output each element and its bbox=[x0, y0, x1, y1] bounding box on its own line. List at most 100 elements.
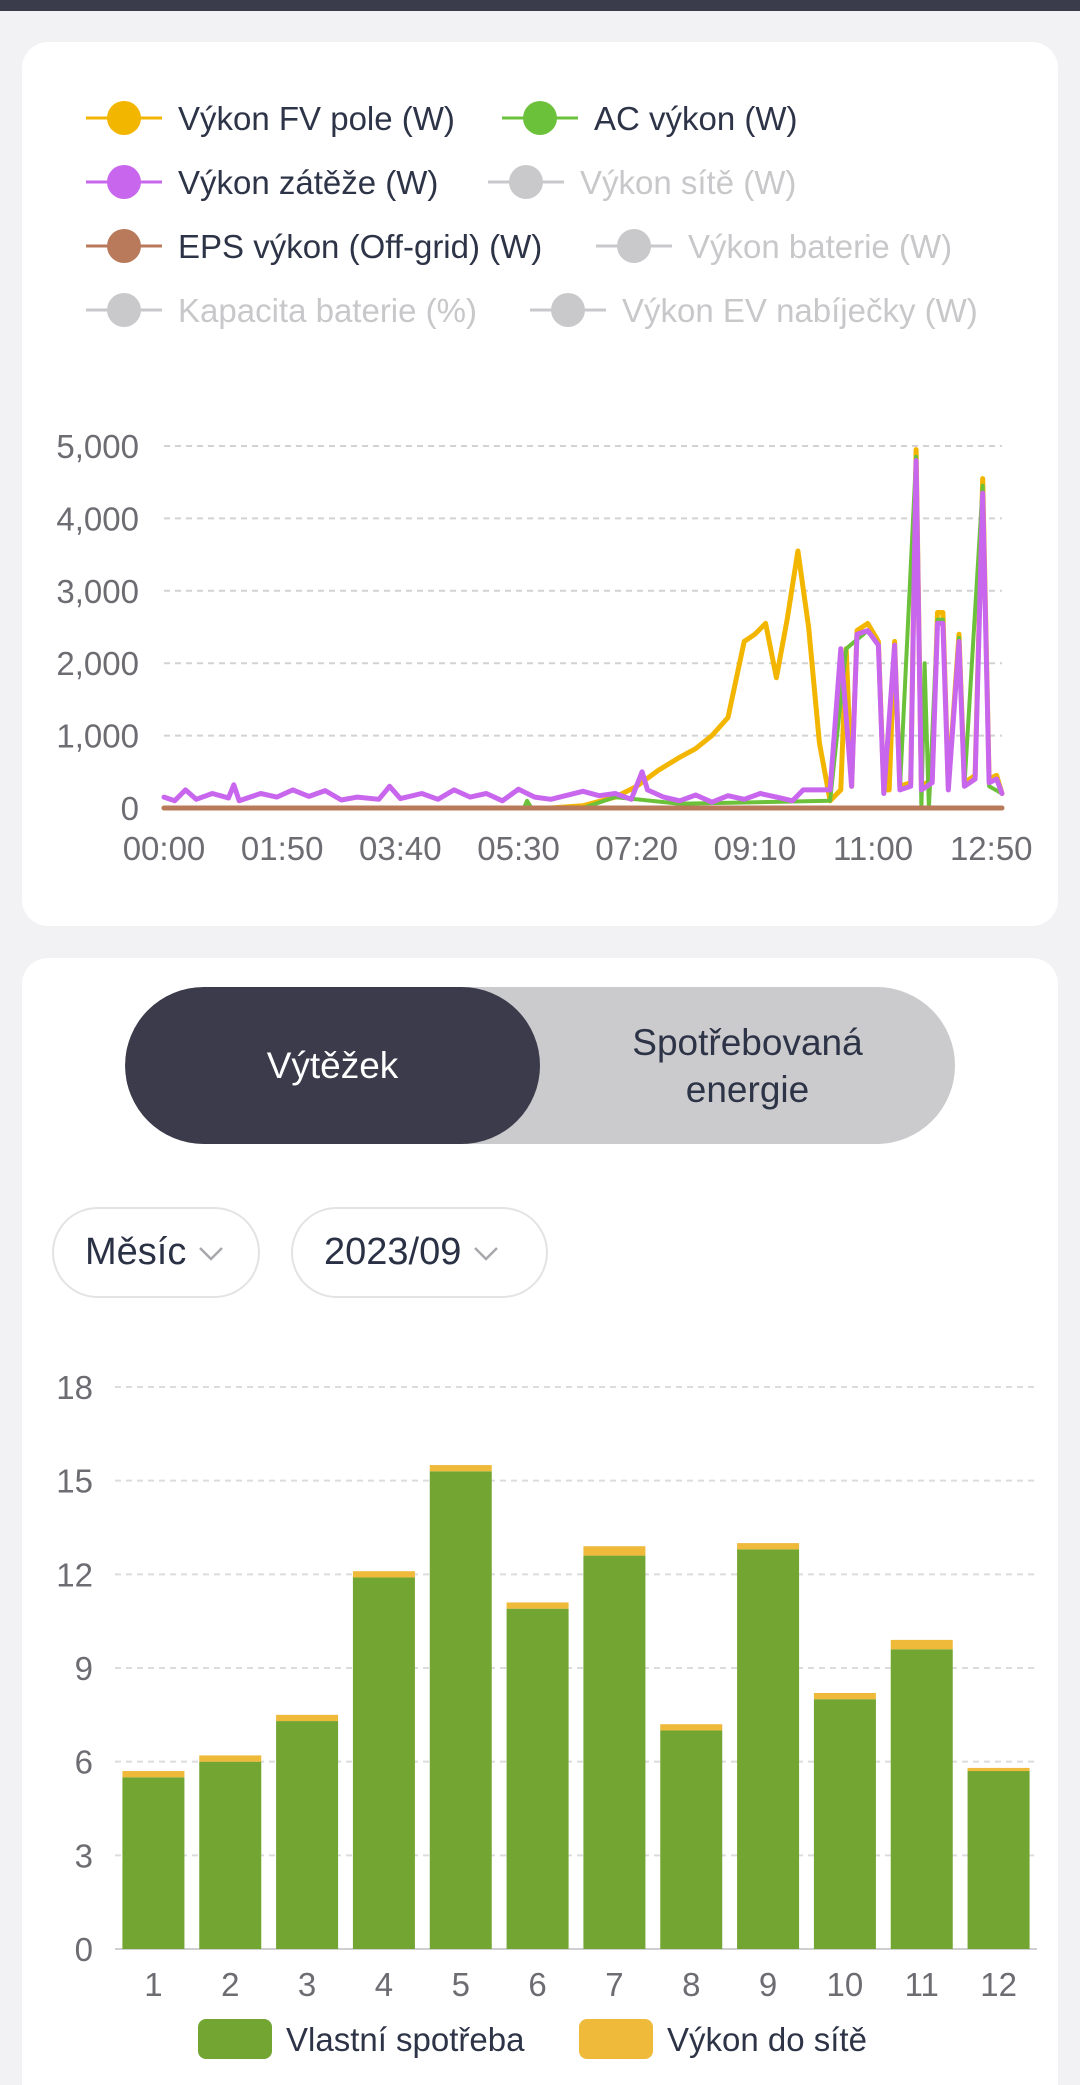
date-select-value: 2023/09 bbox=[324, 1231, 462, 1273]
legend-item[interactable]: Výkon EV nabíječky (W) bbox=[530, 292, 978, 329]
series-line bbox=[161, 447, 1005, 811]
period-select-value: Měsíc bbox=[85, 1231, 187, 1273]
legend-label[interactable]: AC výkon (W) bbox=[594, 100, 798, 137]
x-tick-label: 3 bbox=[298, 1966, 316, 2003]
bar-segment bbox=[967, 1771, 1030, 1949]
legend-item[interactable]: Výkon sítě (W) bbox=[488, 164, 796, 201]
legend-label[interactable]: Výkon EV nabíječky (W) bbox=[622, 292, 978, 329]
legend-label[interactable]: Vlastní spotřeba bbox=[286, 2021, 525, 2058]
y-tick-label: 2,000 bbox=[56, 645, 139, 682]
bar-segment bbox=[276, 1721, 339, 1949]
legend-item[interactable]: Kapacita baterie (%) bbox=[86, 292, 477, 329]
legend-item[interactable]: Výkon do sítě bbox=[579, 2019, 867, 2059]
x-tick-label: 6 bbox=[528, 1966, 546, 2003]
legend-marker bbox=[551, 293, 585, 327]
legend-label[interactable]: Výkon do sítě bbox=[667, 2021, 867, 2058]
legend-marker bbox=[107, 293, 141, 327]
chevron-down-icon bbox=[199, 1246, 224, 1261]
x-tick-label: 03:40 bbox=[359, 830, 442, 867]
bar-segment bbox=[352, 1571, 415, 1578]
bar-segment bbox=[737, 1543, 800, 1550]
bar-segment bbox=[429, 1471, 492, 1949]
x-tick-label: 01:50 bbox=[241, 830, 324, 867]
bar-segment bbox=[660, 1724, 723, 1731]
y-tick-label: 18 bbox=[56, 1369, 93, 1406]
x-tick-label: 09:10 bbox=[714, 830, 797, 867]
bar-segment bbox=[506, 1608, 569, 1949]
bar-segment bbox=[352, 1577, 415, 1949]
y-tick-label: 15 bbox=[56, 1463, 93, 1500]
legend-label[interactable]: Kapacita baterie (%) bbox=[178, 292, 477, 329]
bar-segment bbox=[583, 1546, 646, 1556]
legend-item[interactable]: Výkon baterie (W) bbox=[596, 228, 952, 265]
bar-segment bbox=[429, 1465, 492, 1472]
series-line bbox=[161, 458, 1005, 805]
legend-item[interactable]: Výkon zátěže (W) bbox=[86, 164, 438, 201]
bar-segment bbox=[506, 1602, 569, 1609]
legend-label[interactable]: EPS výkon (Off-grid) (W) bbox=[178, 228, 542, 265]
bar-segment bbox=[199, 1761, 262, 1949]
legend-marker bbox=[107, 229, 141, 263]
bar-segment bbox=[813, 1692, 876, 1700]
y-tick-label: 12 bbox=[56, 1556, 93, 1593]
legend-item[interactable]: Vlastní spotřeba bbox=[198, 2019, 525, 2059]
power-chart-card: Výkon FV pole (W) AC výkon (W) Výkon zátěž… bbox=[22, 42, 1058, 926]
date-select[interactable]: 2023/09 bbox=[291, 1207, 548, 1298]
tab-yield[interactable]: Výtěžek bbox=[125, 987, 540, 1144]
bar-segment bbox=[737, 1549, 800, 1949]
legend-label[interactable]: Výkon baterie (W) bbox=[688, 228, 952, 265]
bar-segment bbox=[813, 1699, 876, 1949]
power-line-chart: Výkon FV pole (W) AC výkon (W) Výkon zátěž… bbox=[56, 100, 1032, 867]
y-tick-label: 3 bbox=[75, 1837, 93, 1874]
tab-consumed-label-line1: Spotřebovaná bbox=[632, 1021, 863, 1063]
legend-label[interactable]: Výkon sítě (W) bbox=[580, 164, 796, 201]
legend-label[interactable]: Výkon FV pole (W) bbox=[178, 100, 455, 137]
bar-segment bbox=[276, 1714, 339, 1722]
y-tick-label: 9 bbox=[75, 1650, 93, 1687]
legend-swatch bbox=[198, 2019, 272, 2059]
x-tick-label: 00:00 bbox=[123, 830, 206, 867]
y-tick-label: 1,000 bbox=[56, 718, 139, 755]
legend-label[interactable]: Výkon zátěže (W) bbox=[178, 164, 438, 201]
legend-swatch bbox=[579, 2019, 653, 2059]
tab-consumed-label: Spotřebovaná energie bbox=[632, 1019, 862, 1113]
energy-type-toggle[interactable]: Výtěžek Spotřebovaná energie bbox=[125, 987, 955, 1144]
legend-item[interactable]: AC výkon (W) bbox=[502, 100, 798, 137]
x-tick-label: 2 bbox=[221, 1966, 239, 2003]
x-tick-label: 9 bbox=[759, 1966, 777, 2003]
legend-marker bbox=[523, 101, 557, 135]
bar-segment bbox=[967, 1767, 1030, 1772]
x-tick-label: 5 bbox=[452, 1966, 470, 2003]
y-tick-label: 6 bbox=[75, 1744, 93, 1781]
x-tick-label: 10 bbox=[827, 1966, 864, 2003]
x-tick-label: 11 bbox=[905, 1966, 939, 2003]
legend-item[interactable]: EPS výkon (Off-grid) (W) bbox=[86, 228, 542, 265]
energy-card: Výtěžek Spotřebovaná energie Měsíc 2023/… bbox=[22, 958, 1058, 2085]
series-line bbox=[162, 454, 1004, 810]
legend-marker bbox=[617, 229, 651, 263]
bar-segment bbox=[199, 1755, 262, 1762]
bar-segment bbox=[122, 1771, 185, 1778]
tab-consumed-label-line2: energie bbox=[685, 1068, 810, 1110]
chevron-down-icon bbox=[474, 1246, 499, 1261]
x-tick-label: 11:00 bbox=[833, 830, 913, 867]
bar-segment bbox=[660, 1730, 723, 1949]
y-tick-label: 4,000 bbox=[56, 500, 139, 537]
y-tick-label: 0 bbox=[75, 1931, 93, 1968]
legend-item[interactable]: Výkon FV pole (W) bbox=[86, 100, 455, 137]
x-tick-label: 05:30 bbox=[477, 830, 560, 867]
bar-segment bbox=[122, 1777, 185, 1949]
tab-consumed-energy[interactable]: Spotřebovaná energie bbox=[540, 987, 955, 1144]
x-tick-label: 8 bbox=[682, 1966, 700, 2003]
legend-marker bbox=[107, 101, 141, 135]
x-tick-label: 12 bbox=[980, 1966, 1017, 2003]
x-tick-label: 07:20 bbox=[595, 830, 678, 867]
legend-marker bbox=[509, 165, 543, 199]
x-tick-label: 1 bbox=[144, 1966, 162, 2003]
bar-segment bbox=[890, 1639, 953, 1650]
x-tick-label: 4 bbox=[375, 1966, 393, 2003]
x-tick-label: 7 bbox=[605, 1966, 623, 2003]
period-select[interactable]: Měsíc bbox=[52, 1207, 260, 1298]
tab-yield-label: Výtěžek bbox=[266, 1045, 399, 1086]
